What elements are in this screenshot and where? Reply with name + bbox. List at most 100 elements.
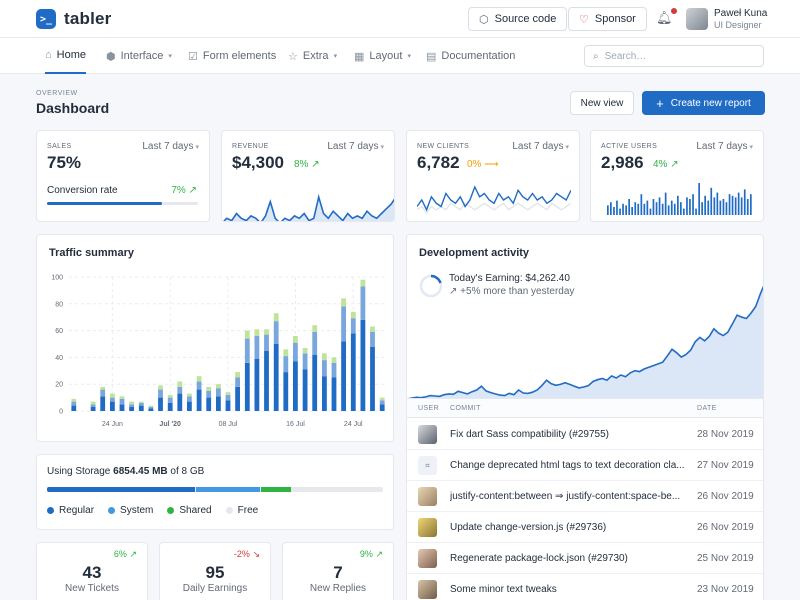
active-users-bar bbox=[613, 207, 615, 215]
active-users-label: ACTIVE USERS bbox=[601, 143, 658, 150]
nav-item-layout[interactable]: ▦ Layout ▾ bbox=[354, 38, 411, 74]
traffic-bar-series-2 bbox=[350, 311, 356, 319]
avatar bbox=[418, 518, 437, 537]
search-box[interactable]: ⌕ bbox=[584, 45, 764, 67]
active-users-bar bbox=[646, 200, 649, 215]
traffic-bar-series-0 bbox=[138, 405, 144, 411]
traffic-bar-series-2 bbox=[341, 298, 346, 307]
traffic-bar-series-0 bbox=[341, 341, 346, 411]
traffic-bar-series-2 bbox=[196, 376, 202, 382]
traffic-bar-series-1 bbox=[283, 356, 289, 373]
traffic-bar-series-2 bbox=[90, 401, 96, 405]
traffic-bar-series-0 bbox=[360, 319, 366, 411]
traffic-bar-series-2 bbox=[360, 279, 366, 287]
home-icon: ⌂ bbox=[45, 49, 52, 61]
development-series-line bbox=[407, 285, 763, 399]
legend-dot bbox=[167, 507, 175, 514]
active-users-bar bbox=[628, 199, 630, 215]
notification-badge bbox=[671, 8, 677, 14]
traffic-bar-series-2 bbox=[244, 330, 250, 339]
active-users-range-dropdown[interactable]: Last 7 days ▾ bbox=[696, 141, 753, 152]
traffic-bar-series-1 bbox=[167, 397, 173, 403]
table-row[interactable]: justify-content:between ⇒ justify-conten… bbox=[407, 481, 763, 512]
table-row[interactable]: Some minor text tweaks 23 Nov 2019 bbox=[407, 574, 763, 600]
legend-label: Free bbox=[237, 505, 259, 516]
sales-range-label: Last 7 days bbox=[142, 141, 194, 152]
sales-range-dropdown[interactable]: Last 7 days ▾ bbox=[142, 141, 199, 152]
brand-logo[interactable]: >_ tabler bbox=[36, 9, 112, 29]
new-tickets-value: 43 bbox=[82, 563, 102, 582]
traffic-bar-series-2 bbox=[216, 384, 221, 389]
active-users-bar bbox=[695, 208, 697, 215]
conversion-progress-fill bbox=[47, 202, 162, 205]
search-icon: ⌕ bbox=[593, 50, 599, 62]
traffic-bar-series-0 bbox=[216, 396, 221, 411]
conversion-trend-value: 7% bbox=[171, 185, 186, 196]
legend-label: System bbox=[120, 505, 154, 516]
bell-icon[interactable]: 🔔︎ bbox=[656, 10, 673, 25]
table-row[interactable]: ⌗ Change deprecated html tags to text de… bbox=[407, 450, 763, 481]
new-tickets-trend: 6% ↗ bbox=[114, 549, 137, 560]
active-users-card: ACTIVE USERS Last 7 days ▾ 2,986 4% ↗ bbox=[590, 130, 764, 222]
user-name[interactable]: Paweł Kuna bbox=[714, 8, 768, 19]
traffic-bar-series-1 bbox=[177, 386, 183, 394]
traffic-bar-series-0 bbox=[110, 401, 115, 411]
active-users-bar bbox=[670, 200, 673, 215]
commit-message: Fix dart Sass compatibility (#29755) bbox=[450, 429, 609, 440]
traffic-bar-series-1 bbox=[148, 407, 154, 409]
file-icon: ▤ bbox=[426, 50, 437, 63]
nav-item-home[interactable]: ⌂ Home bbox=[45, 38, 86, 74]
traffic-bar-series-2 bbox=[273, 313, 279, 322]
trending-up-icon: ↗ bbox=[670, 159, 679, 170]
traffic-bar-series-1 bbox=[196, 381, 202, 390]
create-report-button[interactable]: + Create new report bbox=[642, 91, 765, 115]
traffic-bar-series-2 bbox=[119, 396, 125, 399]
new-tickets-label: New Tickets bbox=[65, 583, 119, 594]
nav-item-interface[interactable]: ⬢ Interface ▾ bbox=[106, 38, 172, 74]
user-role: UI Designer bbox=[714, 20, 762, 30]
sponsor-label: Sponsor bbox=[594, 13, 636, 25]
table-row[interactable]: Regenerate package-lock.json (#29730) 25… bbox=[407, 543, 763, 574]
col-commit: COMMIT bbox=[450, 405, 481, 412]
search-input[interactable] bbox=[604, 50, 745, 62]
sponsor-button[interactable]: ♡ Sponsor bbox=[568, 7, 647, 31]
new-view-button[interactable]: New view bbox=[570, 91, 634, 115]
active-users-bar bbox=[673, 203, 676, 215]
earning-progress-ring bbox=[419, 274, 443, 298]
active-users-bar bbox=[683, 208, 685, 215]
x-tick-label: 24 Jul bbox=[344, 421, 363, 428]
new-replies-card: 9% ↗ 7 New Replies bbox=[282, 542, 394, 600]
traffic-bar-series-1 bbox=[360, 286, 366, 320]
legend-item-regular: Regular bbox=[47, 505, 94, 516]
traffic-bar-series-0 bbox=[71, 405, 77, 411]
earning-change: ↗ +5% more than yesterday bbox=[449, 285, 589, 298]
active-users-bar bbox=[734, 197, 737, 215]
nav-item-extra[interactable]: ☆ Extra ▾ bbox=[288, 38, 337, 74]
traffic-bar-series-1 bbox=[322, 360, 327, 377]
nav-item-form-elements[interactable]: ☑ Form elements bbox=[188, 38, 276, 74]
table-row[interactable]: Update change-version.js (#29736) 26 Nov… bbox=[407, 512, 763, 543]
conversion-label: Conversion rate bbox=[47, 185, 118, 196]
revenue-value: $4,300 bbox=[232, 153, 284, 172]
daily-earnings-value: 95 bbox=[205, 563, 225, 582]
conversion-trend: 7% ↗ bbox=[171, 185, 197, 196]
avatar bbox=[418, 425, 437, 444]
star-icon: ☆ bbox=[288, 50, 298, 63]
traffic-bar-series-2 bbox=[283, 349, 289, 357]
nav-label-form-elements: Form elements bbox=[202, 50, 277, 62]
new-clients-range-dropdown[interactable]: Last 7 days ▾ bbox=[512, 141, 569, 152]
source-code-button[interactable]: ⬡ Source code bbox=[468, 7, 568, 31]
traffic-bar-series-0 bbox=[158, 397, 163, 411]
table-row[interactable]: Fix dart Sass compatibility (#29755) 28 … bbox=[407, 419, 763, 450]
storage-segment-system bbox=[195, 487, 260, 492]
active-users-bar bbox=[619, 208, 621, 215]
development-activity-title: Development activity bbox=[419, 247, 530, 259]
legend-label: Shared bbox=[179, 505, 212, 516]
nav-item-documentation[interactable]: ▤ Documentation bbox=[426, 38, 515, 74]
traffic-bar-series-2 bbox=[264, 329, 269, 335]
user-avatar[interactable] bbox=[686, 8, 708, 30]
traffic-bar-series-0 bbox=[264, 350, 269, 411]
y-tick-label: 20 bbox=[55, 382, 63, 389]
active-users-bar bbox=[634, 202, 637, 215]
revenue-range-dropdown[interactable]: Last 7 days ▾ bbox=[327, 141, 384, 152]
